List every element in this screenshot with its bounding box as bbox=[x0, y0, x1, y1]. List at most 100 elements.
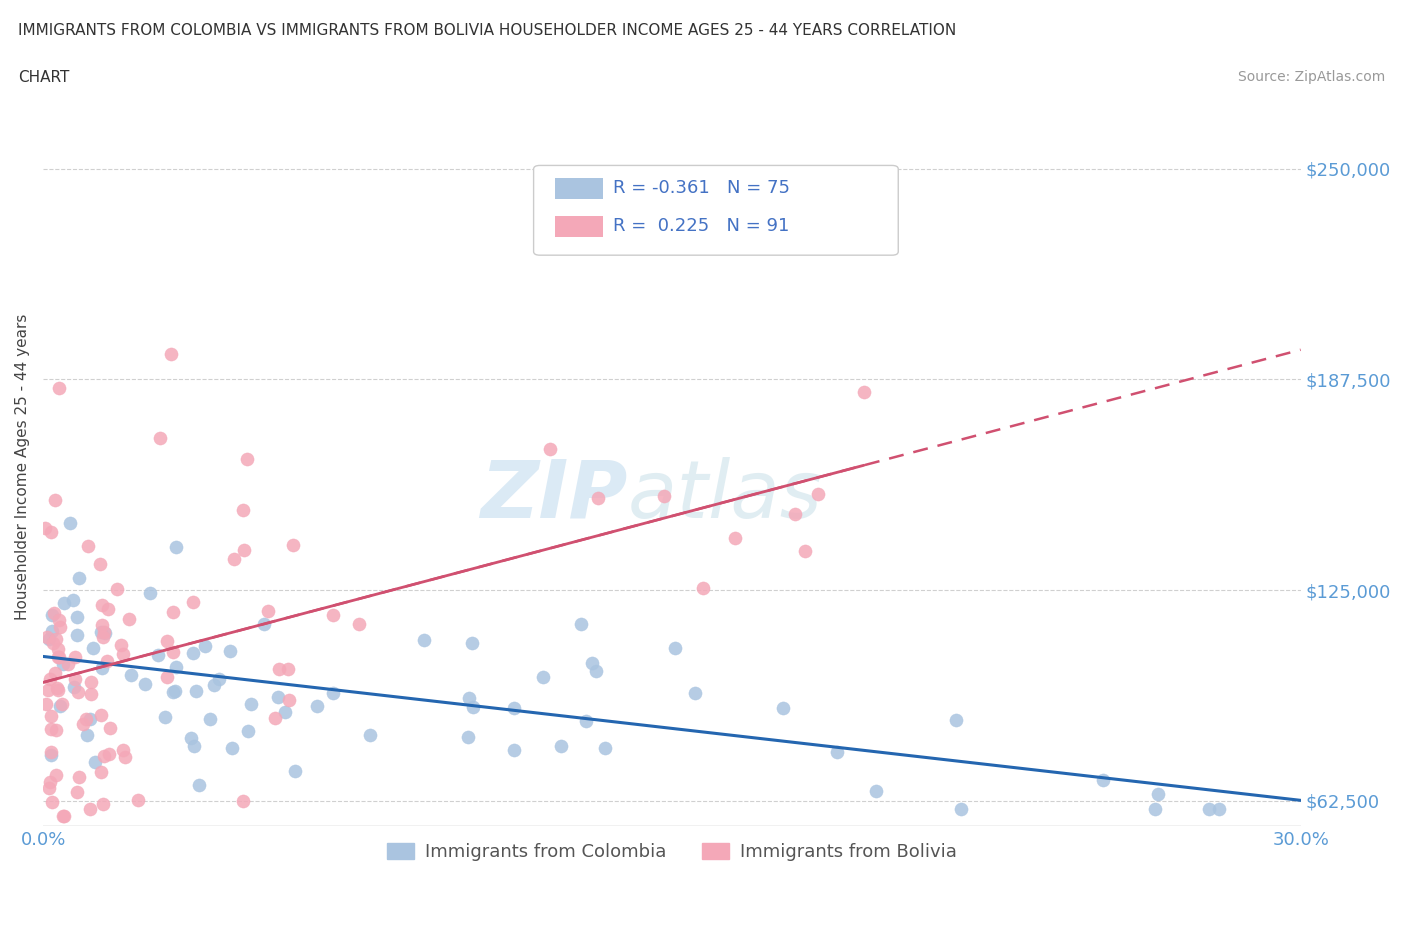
Point bbox=[575, 714, 598, 729]
Point bbox=[531, 670, 554, 684]
Point bbox=[180, 731, 202, 746]
Point bbox=[461, 636, 484, 651]
Point bbox=[134, 676, 156, 691]
Point bbox=[75, 712, 97, 727]
Point bbox=[94, 626, 117, 641]
Point bbox=[45, 723, 67, 737]
Point bbox=[89, 557, 111, 572]
Point bbox=[65, 671, 87, 686]
Point bbox=[156, 633, 179, 648]
Point bbox=[59, 515, 82, 530]
Point bbox=[52, 808, 75, 823]
Text: Source: ZipAtlas.com: Source: ZipAtlas.com bbox=[1237, 70, 1385, 84]
Point bbox=[852, 385, 875, 400]
Point bbox=[236, 452, 259, 467]
Point bbox=[1143, 802, 1166, 817]
Point bbox=[62, 592, 84, 607]
Point bbox=[865, 784, 887, 799]
Point bbox=[39, 709, 62, 724]
Point bbox=[165, 684, 187, 698]
Point bbox=[585, 664, 607, 679]
Point bbox=[233, 542, 256, 557]
Point bbox=[38, 631, 60, 646]
Point bbox=[52, 657, 75, 671]
Point bbox=[114, 750, 136, 764]
Point bbox=[181, 594, 204, 609]
Point bbox=[146, 648, 169, 663]
Legend: Immigrants from Colombia, Immigrants from Bolivia: Immigrants from Colombia, Immigrants fro… bbox=[380, 836, 965, 869]
Point bbox=[263, 711, 285, 725]
Point bbox=[945, 712, 967, 727]
Point bbox=[39, 775, 62, 790]
Point bbox=[69, 769, 91, 784]
Point bbox=[80, 675, 103, 690]
Point bbox=[1147, 787, 1170, 802]
Point bbox=[281, 538, 304, 552]
Point bbox=[79, 711, 101, 726]
Point bbox=[39, 672, 62, 687]
Point bbox=[48, 380, 70, 395]
Point bbox=[45, 767, 67, 782]
Point bbox=[44, 605, 66, 620]
Point bbox=[198, 711, 221, 726]
Point bbox=[127, 792, 149, 807]
Point bbox=[322, 607, 344, 622]
Point bbox=[63, 680, 86, 695]
Point bbox=[90, 597, 112, 612]
Point bbox=[359, 727, 381, 742]
Point bbox=[67, 571, 90, 586]
Text: IMMIGRANTS FROM COLOMBIA VS IMMIGRANTS FROM BOLIVIA HOUSEHOLDER INCOME AGES 25 -: IMMIGRANTS FROM COLOMBIA VS IMMIGRANTS F… bbox=[18, 23, 956, 38]
Point bbox=[149, 431, 172, 445]
Point bbox=[503, 742, 526, 757]
Bar bbox=[555, 216, 603, 237]
Point bbox=[595, 740, 617, 755]
Text: ZIP: ZIP bbox=[481, 457, 628, 535]
Point bbox=[184, 684, 207, 698]
Point bbox=[347, 617, 370, 631]
Point bbox=[138, 586, 160, 601]
Point bbox=[111, 743, 134, 758]
Point bbox=[463, 700, 485, 715]
Point bbox=[39, 525, 62, 539]
Point bbox=[322, 685, 344, 700]
Point bbox=[807, 486, 830, 501]
Point bbox=[44, 493, 66, 508]
Point bbox=[772, 701, 794, 716]
Point bbox=[90, 708, 112, 723]
Point bbox=[232, 503, 254, 518]
Point bbox=[46, 642, 69, 657]
Point bbox=[231, 793, 253, 808]
Point bbox=[48, 613, 70, 628]
Point bbox=[67, 684, 90, 699]
Point bbox=[284, 764, 307, 778]
Point bbox=[257, 604, 280, 618]
Point bbox=[44, 665, 66, 680]
Point bbox=[253, 617, 276, 631]
Point bbox=[222, 551, 245, 566]
Point bbox=[181, 646, 204, 661]
Point bbox=[683, 685, 706, 700]
Point bbox=[162, 644, 184, 659]
Point bbox=[502, 700, 524, 715]
Text: R = -0.361   N = 75: R = -0.361 N = 75 bbox=[613, 179, 790, 197]
Point bbox=[692, 580, 714, 595]
Point bbox=[825, 745, 848, 760]
Point bbox=[1198, 802, 1220, 817]
Point bbox=[162, 604, 184, 619]
Point bbox=[53, 595, 76, 610]
Point bbox=[66, 610, 89, 625]
Point bbox=[45, 631, 67, 646]
Point bbox=[98, 721, 121, 736]
Point bbox=[105, 581, 128, 596]
Point bbox=[208, 671, 231, 686]
Point bbox=[79, 802, 101, 817]
Point bbox=[550, 738, 572, 753]
Point bbox=[219, 644, 242, 658]
Text: CHART: CHART bbox=[18, 70, 70, 85]
Point bbox=[581, 656, 603, 671]
Point bbox=[1091, 772, 1114, 787]
Point bbox=[80, 686, 103, 701]
Text: atlas: atlas bbox=[628, 457, 823, 535]
Point bbox=[187, 777, 209, 792]
Point bbox=[56, 657, 79, 671]
